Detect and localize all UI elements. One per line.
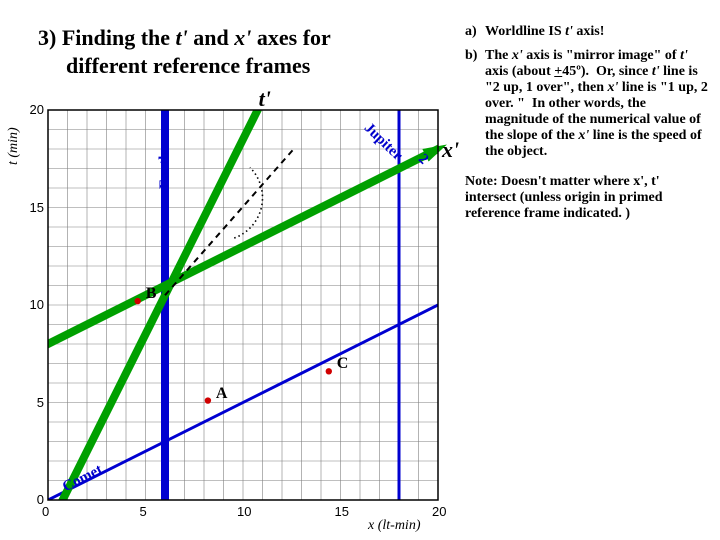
- y-tick: 15: [30, 200, 44, 215]
- note-b-prefix: b): [465, 48, 485, 160]
- tprime-label: t': [259, 86, 271, 112]
- y-tick: 0: [37, 492, 44, 507]
- x-tick: 10: [237, 504, 251, 519]
- x-tick: 5: [140, 504, 147, 519]
- note-b-text: The x' axis is "mirror image" of t' axis…: [485, 48, 713, 160]
- y-axis-label: t (min): [6, 127, 22, 165]
- x-tick: 15: [335, 504, 349, 519]
- point-label-B: B: [146, 285, 157, 303]
- y-tick: 5: [37, 395, 44, 410]
- note-extra: Note: Doesn't matter where x', t' inters…: [465, 174, 713, 222]
- point-label-C: C: [337, 355, 349, 373]
- x-axis-label: x (lt-min): [368, 518, 420, 534]
- y-tick: 10: [30, 297, 44, 312]
- point-label-A: A: [216, 385, 228, 403]
- y-tick: 20: [30, 102, 44, 117]
- worldline-label: Earth: [157, 152, 174, 190]
- note-a-text: Worldline IS t' axis!: [485, 24, 604, 39]
- title-part-2: and: [188, 25, 234, 50]
- side-notes: a) Worldline IS t' axis! b) The x' axis …: [465, 24, 713, 222]
- title-line2: different reference frames: [38, 52, 331, 80]
- title-part-3: axes for: [251, 25, 330, 50]
- title-tprime: t': [176, 25, 188, 50]
- page-title: 3) Finding the t' and x' axes for differ…: [38, 24, 331, 79]
- chart: [48, 110, 438, 500]
- xprime-label: x': [442, 137, 459, 163]
- title-xprime: x': [234, 25, 251, 50]
- title-part-1: 3) Finding the: [38, 25, 176, 50]
- note-a-prefix: a): [465, 24, 485, 40]
- x-tick: 20: [432, 504, 446, 519]
